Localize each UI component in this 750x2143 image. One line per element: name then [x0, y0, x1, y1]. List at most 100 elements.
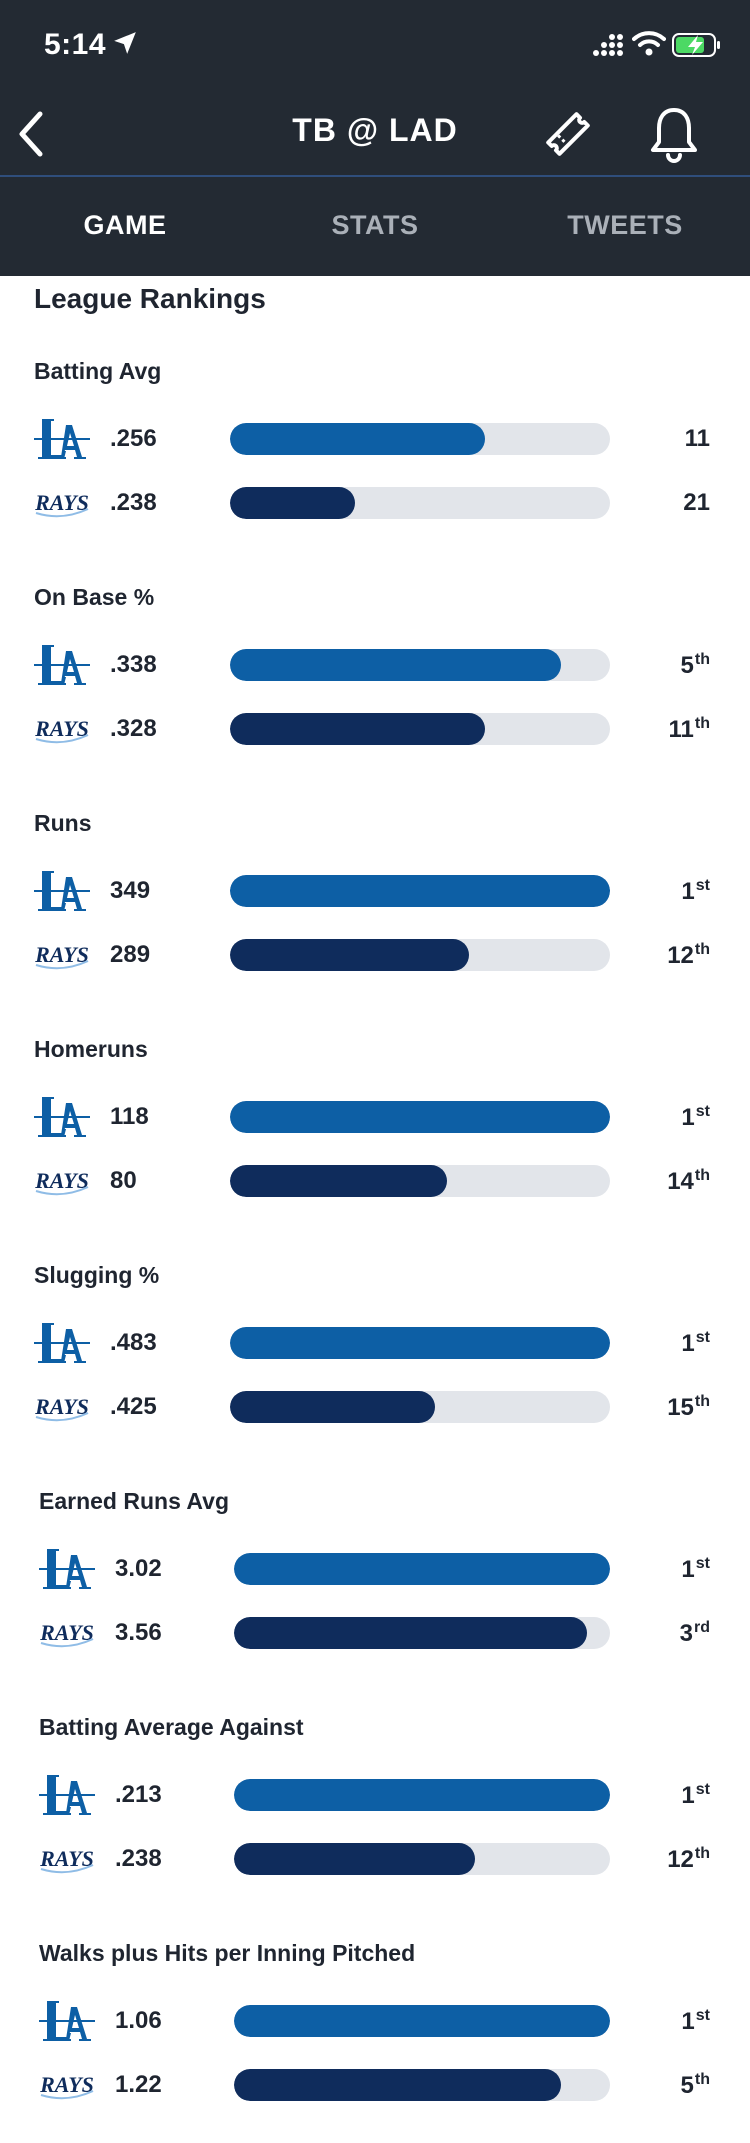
dodgers-rank: 1st [681, 1555, 710, 1583]
rays-stat-value: 80 [110, 1167, 137, 1194]
ranking-bar-track [230, 1165, 610, 1197]
ranking-bar-track [234, 2069, 610, 2101]
rays-stat-value: .328 [110, 715, 157, 742]
rank-suffix: st [695, 1329, 710, 1346]
ranking-bar-track [230, 1391, 610, 1423]
dodgers-ranking-bar [234, 1553, 610, 1585]
rays-stat-value: .425 [110, 1393, 157, 1420]
rays-logo [30, 705, 94, 753]
section-title: League Rankings [34, 283, 266, 314]
rays-logo [35, 2061, 99, 2109]
dodgers-logo [35, 1545, 99, 1593]
rays-logo [30, 1157, 94, 1205]
rank-suffix: st [695, 2007, 710, 2024]
rays-rank: 12th [667, 941, 710, 969]
rays-stat-value: 3.56 [115, 1619, 162, 1646]
ranking-bar-track [234, 1843, 610, 1875]
dodgers-ranking-bar [230, 423, 485, 455]
rank-suffix: st [695, 1103, 710, 1120]
ranking-bar-track [230, 423, 610, 455]
ranking-bar-track [234, 1553, 610, 1585]
matchup-title: TB @ LAD [292, 112, 458, 148]
dodgers-logo [30, 867, 94, 915]
metric-title: Homeruns [34, 1036, 148, 1062]
dodgers-stat-value: .338 [110, 651, 157, 678]
ticket-icon[interactable] [540, 106, 596, 162]
dodgers-logo [30, 641, 94, 689]
dodgers-stat-value: .213 [115, 1781, 162, 1808]
rank-suffix: th [694, 715, 710, 732]
wifi-icon [632, 31, 666, 56]
rays-logo [30, 1383, 94, 1431]
rays-ranking-bar [234, 2069, 561, 2101]
tab-bar: GAME STATS TWEETS [0, 177, 750, 276]
dodgers-stat-value: 3.02 [115, 1555, 162, 1582]
rays-ranking-bar [230, 1165, 447, 1197]
dodgers-stat-value: 349 [110, 877, 151, 904]
rays-ranking-bar [230, 1391, 435, 1423]
rays-rank: 3rd [679, 1619, 710, 1647]
dodgers-stat-value: 1.06 [115, 2007, 162, 2034]
rank-suffix: st [695, 877, 710, 894]
nav-divider [0, 175, 750, 177]
rank-suffix: th [694, 1167, 710, 1184]
tab-game[interactable]: GAME [83, 210, 167, 240]
metric-title: Earned Runs Avg [39, 1488, 229, 1514]
rays-rank: 15th [667, 1393, 710, 1421]
dodgers-ranking-bar [230, 1327, 610, 1359]
app-header: 5:14 TB @ LAD [0, 0, 750, 276]
rank-suffix: st [695, 1781, 710, 1798]
metric-title: Walks plus Hits per Inning Pitched [39, 1940, 416, 1966]
location-arrow-icon [114, 32, 136, 54]
tab-tweets[interactable]: TWEETS [567, 210, 683, 240]
dodgers-stat-value: .256 [110, 425, 157, 452]
metric-title: Batting Average Against [39, 1714, 304, 1740]
rank-suffix: th [694, 2071, 710, 2088]
rays-rank: 14th [667, 1167, 710, 1195]
rays-stat-value: 1.22 [115, 2071, 162, 2098]
tab-stats[interactable]: STATS [331, 210, 419, 240]
status-bar: 5:14 [0, 0, 750, 90]
dodgers-ranking-bar [234, 2005, 610, 2037]
metric-title: Batting Avg [34, 358, 162, 384]
rays-stat-value: .238 [115, 1845, 162, 1872]
rays-ranking-bar [234, 1617, 587, 1649]
dodgers-rank: 11 [684, 425, 710, 452]
rank-suffix: th [694, 651, 710, 668]
dodgers-ranking-bar [230, 649, 561, 681]
rays-rank: 5th [680, 2071, 710, 2099]
rays-stat-value: .238 [110, 489, 157, 516]
rays-rank: 12th [667, 1845, 710, 1873]
rank-suffix: rd [694, 1619, 710, 1636]
dodgers-rank: 1st [681, 1781, 710, 1809]
dodgers-rank: 1st [681, 2007, 710, 2035]
metric-title: Runs [34, 810, 92, 836]
rays-rank: 21 [683, 489, 710, 516]
rays-logo [30, 931, 94, 979]
status-time: 5:14 [44, 28, 107, 61]
dodgers-logo [30, 1093, 94, 1141]
rays-ranking-bar [230, 713, 485, 745]
ranking-bar-track [234, 1617, 610, 1649]
dodgers-rank: 1st [681, 1103, 710, 1131]
rays-logo [35, 1835, 99, 1883]
dodgers-ranking-bar [230, 1101, 610, 1133]
rays-rank: 11th [668, 715, 710, 743]
notification-bell-icon[interactable] [646, 104, 702, 164]
ranking-bar-track [230, 1327, 610, 1359]
dodgers-ranking-bar [230, 875, 610, 907]
ranking-bar-track [230, 649, 610, 681]
dodgers-logo [30, 415, 94, 463]
dodgers-rank: 5th [680, 651, 710, 679]
dodgers-rank: 1st [681, 1329, 710, 1357]
dodgers-logo [30, 1319, 94, 1367]
ranking-bar-track [230, 1101, 610, 1133]
battery-charging-icon [672, 33, 720, 57]
rank-suffix: th [694, 1845, 710, 1862]
rays-logo [30, 479, 94, 527]
rays-ranking-bar [234, 1843, 475, 1875]
dodgers-logo [35, 1771, 99, 1819]
rank-suffix: th [694, 1393, 710, 1410]
back-arrow-icon[interactable] [10, 106, 54, 162]
metric-title: Slugging % [34, 1262, 160, 1288]
